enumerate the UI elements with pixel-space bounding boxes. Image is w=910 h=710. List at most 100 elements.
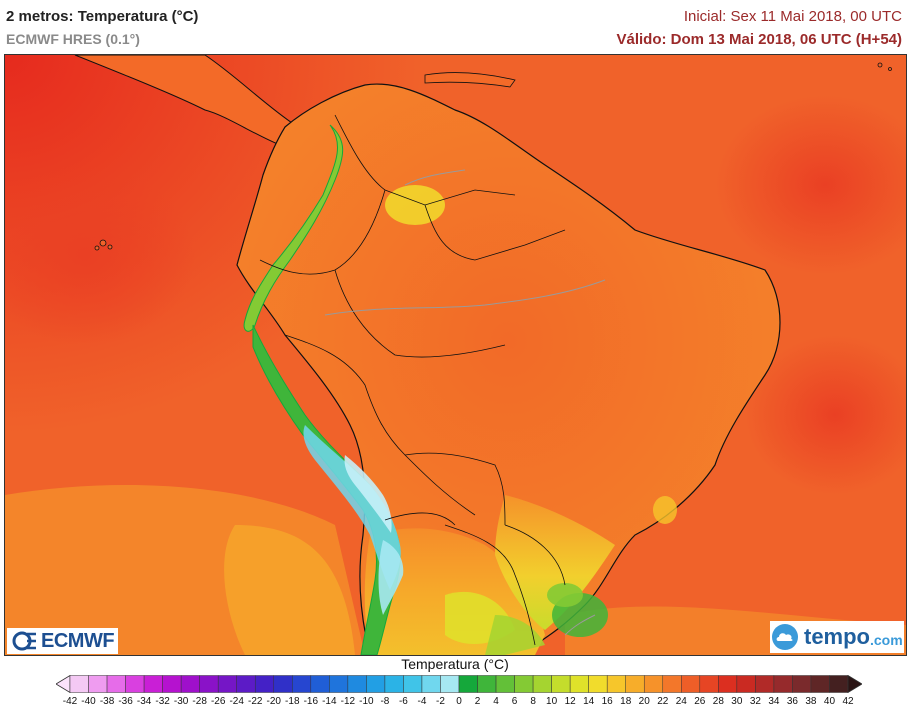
legend-swatch bbox=[217, 675, 237, 693]
tempo-logo-suffix: .com bbox=[870, 632, 903, 648]
legend-tick-label: 0 bbox=[456, 696, 462, 707]
legend-swatch bbox=[625, 675, 645, 693]
rivers bbox=[324, 169, 606, 636]
legend-tick-label: -12 bbox=[340, 696, 356, 707]
legend-swatch bbox=[643, 675, 664, 693]
legend-swatch bbox=[681, 675, 701, 693]
temperature-legend-bar bbox=[56, 675, 862, 693]
legend-swatch bbox=[125, 675, 145, 693]
legend-tick-label: -24 bbox=[229, 696, 244, 707]
legend-swatch bbox=[773, 675, 793, 693]
legend-swatch bbox=[421, 675, 441, 693]
legend-swatch bbox=[254, 675, 275, 693]
legend-swatch bbox=[292, 675, 312, 693]
legend-tick-label: -38 bbox=[99, 696, 115, 707]
model-label: ECMWF HRES (0.1°) bbox=[6, 31, 140, 47]
legend-swatch bbox=[384, 675, 404, 693]
legend-swatch bbox=[755, 675, 775, 693]
legend-swatch bbox=[736, 675, 756, 693]
legend-tick-label: 36 bbox=[786, 696, 798, 707]
legend-swatch bbox=[569, 675, 589, 693]
legend-tick-label: 30 bbox=[731, 696, 743, 707]
highlands-venezuela bbox=[385, 185, 445, 225]
legend-tick-label: -32 bbox=[155, 696, 170, 707]
legend-tick-label: 6 bbox=[511, 696, 518, 707]
legend-tick-label: -34 bbox=[136, 696, 152, 707]
legend-swatch bbox=[88, 675, 108, 693]
country-borders bbox=[259, 114, 566, 646]
legend-swatch bbox=[329, 675, 349, 693]
legend-tick-label: 22 bbox=[657, 696, 669, 707]
legend-swatch bbox=[310, 675, 330, 693]
map-canvas bbox=[5, 55, 906, 655]
legend-tick-label: 32 bbox=[749, 696, 761, 707]
legend-swatch bbox=[199, 675, 219, 693]
legend-tick-label: 8 bbox=[530, 696, 536, 707]
legend-swatch bbox=[458, 675, 478, 693]
legend-swatch bbox=[551, 675, 571, 693]
legend-swatch bbox=[106, 675, 126, 693]
legend-swatch bbox=[403, 675, 423, 693]
legend-swatch bbox=[606, 675, 626, 693]
legend-tick-label: 12 bbox=[564, 696, 576, 707]
legend-swatch bbox=[143, 675, 163, 693]
legend-tick-label: -22 bbox=[248, 696, 263, 707]
legend-swatch bbox=[440, 675, 460, 693]
legend-swatch bbox=[162, 675, 182, 693]
legend-tick-label: -42 bbox=[62, 696, 78, 707]
legend-swatch bbox=[699, 675, 719, 693]
legend-tick-label: 4 bbox=[493, 696, 499, 707]
legend-swatch bbox=[532, 675, 552, 693]
legend-tick-label: 18 bbox=[620, 696, 632, 707]
map-title: 2 metros: Temperatura (°C) bbox=[6, 8, 199, 25]
valid-time: Válido: Dom 13 Mai 2018, 06 UTC (H+54) bbox=[616, 31, 902, 48]
legend-tick-label: -10 bbox=[359, 696, 374, 707]
legend-tick-label: 28 bbox=[712, 696, 724, 707]
legend-high-arrow bbox=[847, 675, 862, 693]
legend-tick-label: -2 bbox=[436, 696, 445, 707]
legend-tick-label: -28 bbox=[192, 696, 207, 707]
legend-swatch bbox=[477, 675, 497, 693]
legend-tick-label: 26 bbox=[694, 696, 706, 707]
central-america bbox=[74, 55, 296, 146]
legend-tick-label: -14 bbox=[322, 696, 337, 707]
ecmwf-globe-icon bbox=[12, 631, 36, 651]
legend-tick-label: 38 bbox=[805, 696, 817, 707]
legend-swatch bbox=[495, 675, 515, 693]
initial-time: Inicial: Sex 11 Mai 2018, 00 UTC bbox=[683, 8, 902, 25]
tempo-logo[interactable]: tempo .com bbox=[770, 621, 904, 653]
legend-tick-label: -40 bbox=[81, 696, 96, 707]
legend-swatch bbox=[662, 675, 682, 693]
legend-swatch bbox=[273, 675, 293, 693]
legend-swatch bbox=[810, 675, 830, 693]
legend-tick-label: 2 bbox=[474, 696, 481, 707]
legend-tick-label: 40 bbox=[823, 696, 836, 707]
legend-tick-label: 42 bbox=[842, 696, 854, 707]
legend-swatch bbox=[718, 675, 738, 693]
legend-tick-label: 20 bbox=[638, 696, 650, 707]
legend-tick-label: 24 bbox=[675, 696, 687, 707]
legend-tick-label: -16 bbox=[303, 696, 319, 707]
legend-swatch bbox=[180, 675, 200, 693]
legend-swatch bbox=[236, 675, 256, 693]
south-brazil bbox=[495, 495, 615, 630]
legend-tick-label: 14 bbox=[583, 696, 595, 707]
legend-tick-label: 34 bbox=[768, 696, 780, 707]
legend-tick-label: -18 bbox=[285, 696, 300, 707]
legend-tick-label: -4 bbox=[417, 696, 427, 707]
legend-ticks: -42 -40 -38 -36 -34 -32 -30 -28 -26 -24 -22 -20 -18-… bbox=[56, 696, 862, 710]
ecmwf-logo-text: ECMWF bbox=[41, 629, 115, 652]
legend-tick-label: -8 bbox=[380, 696, 390, 707]
legend-tick-label: -20 bbox=[266, 696, 281, 707]
temperature-map[interactable] bbox=[4, 54, 907, 656]
legend-swatch bbox=[366, 675, 386, 693]
tempo-cloud-icon bbox=[772, 624, 798, 650]
legend-swatch bbox=[69, 675, 89, 693]
legend-tick-label: -6 bbox=[398, 696, 408, 707]
altiplano-cold bbox=[303, 425, 401, 590]
legend-swatch bbox=[588, 675, 608, 693]
legend-tick-label: 10 bbox=[546, 696, 558, 707]
legend-swatch bbox=[347, 675, 367, 693]
tempo-logo-text: tempo bbox=[804, 624, 870, 649]
legend-low-arrow bbox=[56, 675, 71, 693]
